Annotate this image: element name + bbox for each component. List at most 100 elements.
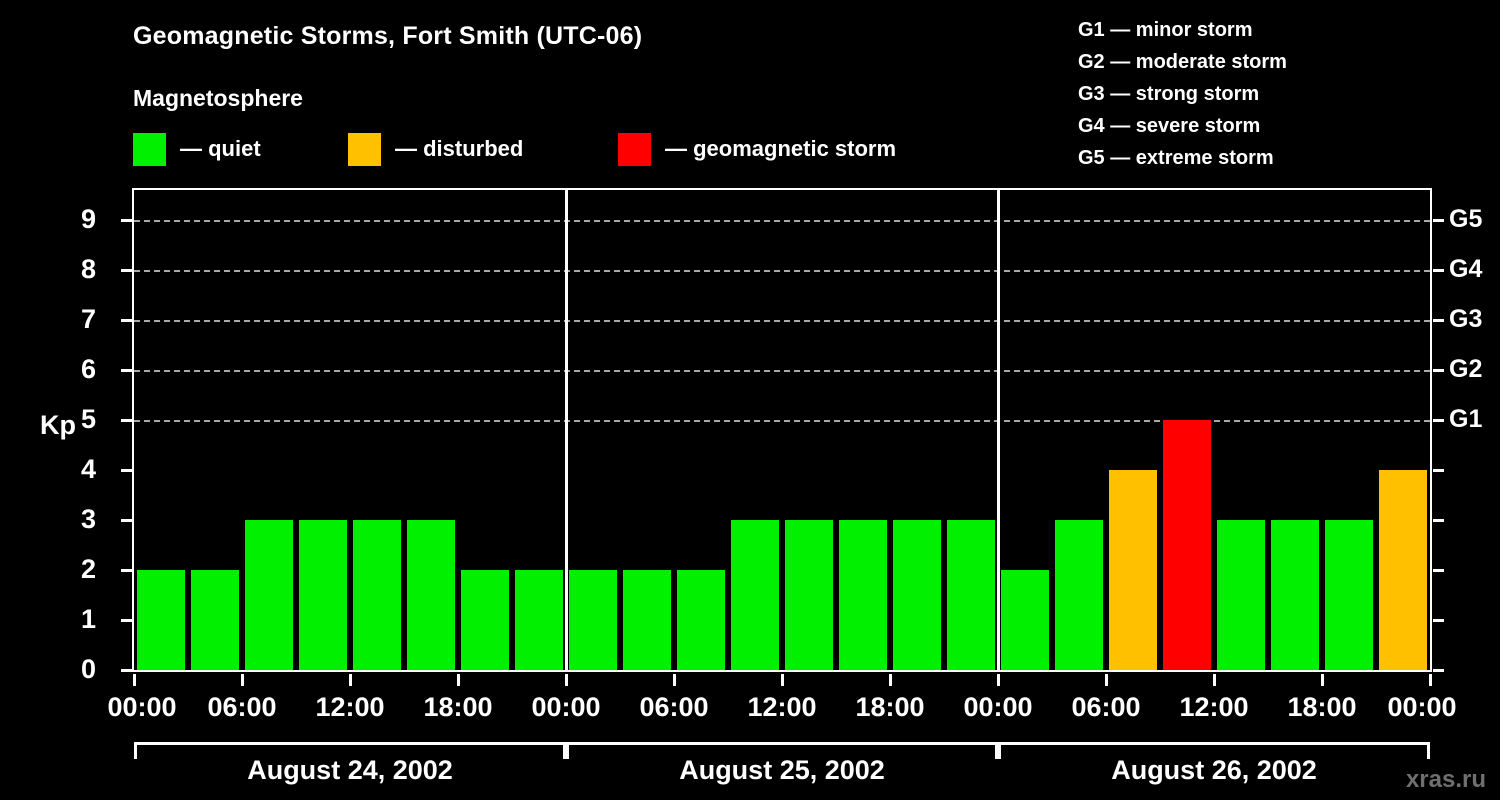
- quiet-legend: — quiet: [133, 133, 261, 167]
- x-tick: [132, 674, 136, 686]
- g-legend-row-3: G3 — strong storm: [1078, 83, 1260, 105]
- y-axis-title: Kp: [40, 410, 76, 440]
- bar: [1217, 520, 1265, 670]
- bar: [1001, 570, 1049, 670]
- x-tick-label: 06:00: [207, 692, 277, 722]
- chart-subtitle: Magnetosphere: [133, 85, 303, 111]
- storm-legend: — geomagnetic storm: [618, 133, 896, 167]
- day-bracket: [134, 742, 566, 759]
- legend-label: — disturbed: [395, 135, 524, 161]
- y-tick-1: [121, 618, 132, 622]
- bar: [353, 520, 401, 670]
- right-tick: [1433, 518, 1444, 522]
- day-separator: [564, 190, 568, 670]
- bar: [191, 570, 239, 670]
- gridline-kp-9: [134, 220, 1430, 222]
- x-tick-label: 18:00: [1287, 692, 1357, 722]
- bar: [569, 570, 617, 670]
- right-tick: [1433, 268, 1444, 272]
- g-axis-label-g2: G2: [1449, 355, 1483, 383]
- y-tick-label: 5: [80, 404, 96, 434]
- bar: [299, 520, 347, 670]
- x-tick: [456, 674, 460, 686]
- bar: [731, 520, 779, 670]
- right-tick: [1433, 468, 1444, 472]
- y-tick-label: 9: [80, 204, 96, 234]
- gridline-kp-8: [134, 270, 1430, 272]
- right-tick: [1433, 218, 1444, 222]
- g-scale-legend: G1 — minor storm G2 — moderate storm G3 — …: [1078, 14, 1287, 174]
- gridline-kp-6: [134, 370, 1430, 372]
- legend-swatch-icon: [133, 133, 166, 166]
- x-tick: [888, 674, 892, 686]
- bar: [677, 570, 725, 670]
- y-tick-label: 4: [80, 454, 96, 484]
- x-tick: [348, 674, 352, 686]
- g-legend-row-5: G5 — extreme storm: [1078, 147, 1274, 169]
- watermark: xras.ru: [1405, 766, 1486, 793]
- right-tick: [1433, 368, 1444, 372]
- x-tick: [1320, 674, 1324, 686]
- legend-swatch-icon: [348, 133, 381, 166]
- bar: [461, 570, 509, 670]
- y-tick-5: [121, 418, 132, 422]
- bar: [1109, 470, 1157, 670]
- x-tick: [1428, 674, 1432, 686]
- y-tick-9: [121, 218, 132, 222]
- y-tick-4: [121, 468, 132, 472]
- x-tick: [1104, 674, 1108, 686]
- y-tick-7: [121, 318, 132, 322]
- x-tick-label: 00:00: [1387, 692, 1457, 722]
- bar: [785, 520, 833, 670]
- right-tick: [1433, 668, 1444, 672]
- x-tick-label: 00:00: [531, 692, 601, 722]
- g-legend-row-2: G2 — moderate storm: [1078, 51, 1287, 73]
- legend-label: — geomagnetic storm: [665, 135, 897, 161]
- y-tick-label: 1: [80, 604, 96, 634]
- bar: [1325, 520, 1373, 670]
- bar: [1163, 420, 1211, 670]
- day-label: August 25, 2002: [679, 755, 885, 785]
- x-tick-label: 12:00: [315, 692, 385, 722]
- x-tick: [240, 674, 244, 686]
- g-legend-row-1: G1 — minor storm: [1078, 19, 1253, 41]
- y-tick-8: [121, 268, 132, 272]
- g-axis-label-g3: G3: [1449, 305, 1483, 333]
- bar: [623, 570, 671, 670]
- bar: [245, 520, 293, 670]
- day-bracket: [998, 742, 1430, 759]
- bar: [1055, 520, 1103, 670]
- legend-label: — quiet: [180, 135, 261, 161]
- gridline-kp-5: [134, 420, 1430, 422]
- y-tick-2: [121, 568, 132, 572]
- right-tick: [1433, 418, 1444, 422]
- x-tick-label: 12:00: [1179, 692, 1249, 722]
- bar: [1271, 520, 1319, 670]
- day-label: August 26, 2002: [1111, 755, 1317, 785]
- y-tick-label: 3: [80, 504, 96, 534]
- bar: [515, 570, 563, 670]
- right-tick: [1433, 618, 1444, 622]
- bar: [407, 520, 455, 670]
- disturbed-legend: — disturbed: [348, 133, 523, 167]
- day-separator: [996, 190, 1000, 670]
- right-tick: [1433, 318, 1444, 322]
- plot-area: [132, 188, 1432, 672]
- x-tick-label: 12:00: [747, 692, 817, 722]
- g-axis-label-g5: G5: [1449, 205, 1483, 233]
- x-tick: [672, 674, 676, 686]
- y-tick-label: 7: [80, 304, 96, 334]
- y-tick-0: [121, 668, 132, 672]
- plot-inner: [134, 190, 1430, 670]
- x-tick-label: 06:00: [1071, 692, 1141, 722]
- bar: [839, 520, 887, 670]
- x-tick: [996, 674, 1000, 686]
- y-tick-label: 8: [80, 254, 96, 284]
- x-tick-label: 00:00: [963, 692, 1033, 722]
- y-tick-label: 2: [80, 554, 96, 584]
- g-axis-label-g1: G1: [1449, 405, 1483, 433]
- y-tick-label: 0: [80, 654, 96, 684]
- x-tick: [1212, 674, 1216, 686]
- bar: [1379, 470, 1427, 670]
- day-label: August 24, 2002: [247, 755, 453, 785]
